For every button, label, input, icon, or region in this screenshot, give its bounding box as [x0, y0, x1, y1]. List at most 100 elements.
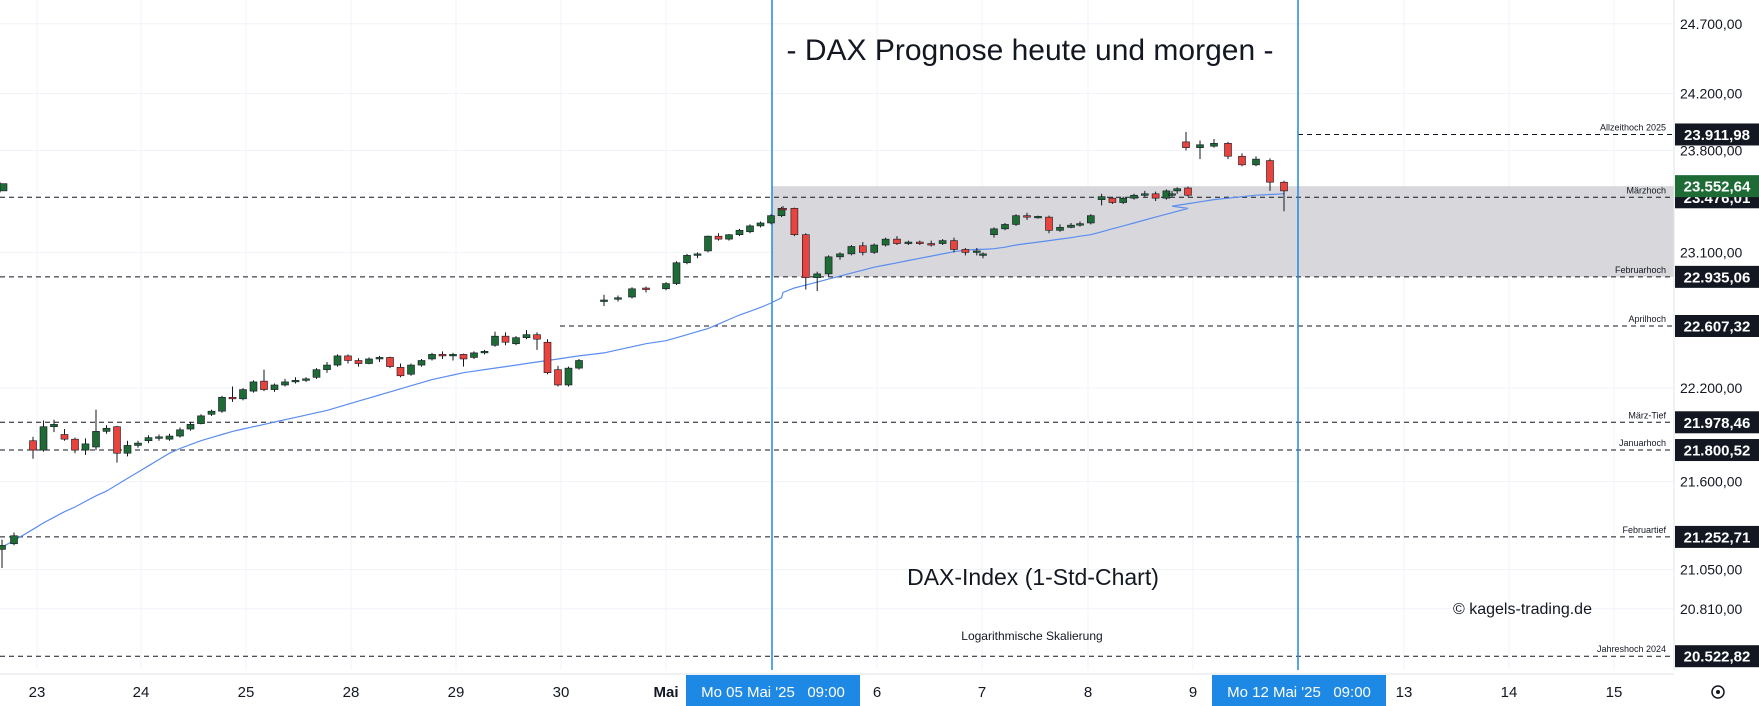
candle-body [197, 415, 205, 424]
candle [704, 235, 712, 253]
candle [813, 271, 822, 292]
time-tick-label: 15 [1606, 684, 1623, 701]
level-name: Januarhoch [1619, 438, 1666, 448]
candle-body [501, 335, 510, 343]
chart-title: - DAX Prognose heute und morgen - [787, 34, 1274, 67]
candle [134, 440, 142, 448]
candle-body [29, 440, 37, 451]
price-tick-label: 20.810,00 [1680, 601, 1742, 617]
time-axis[interactable]: 23 24 25 28 29 30 Mai 6 7 8 9 13 14 15 Mo 05 Mai '25 0… [29, 675, 1623, 706]
candle [312, 368, 321, 379]
candle [281, 378, 289, 387]
price-label-badge: 21.800,52 [1675, 439, 1759, 462]
candle [1076, 221, 1084, 227]
candle-body [858, 245, 867, 253]
candle [779, 206, 787, 211]
candle [1141, 190, 1149, 197]
candle-body [735, 230, 744, 236]
candle [904, 240, 913, 246]
time-tick-label: 13 [1396, 684, 1413, 701]
candle [270, 383, 279, 392]
candle-body [522, 334, 531, 338]
candle-body [927, 243, 936, 246]
candle-body [0, 183, 8, 192]
price-axis[interactable]: 24.700,00 24.200,00 23.800,00 23.100,00 22.2… [1680, 16, 1742, 617]
candle-body [176, 429, 184, 437]
candle [249, 380, 258, 393]
candle [628, 287, 636, 299]
candle-body [725, 234, 733, 240]
candle-body [228, 396, 237, 400]
candle-body [1151, 193, 1160, 199]
price-label-value: 20.522,82 [1684, 649, 1751, 666]
candle [480, 349, 489, 355]
time-tick-label: 24 [133, 684, 150, 701]
candles [0, 131, 1288, 568]
candle [642, 286, 650, 293]
candle-body [543, 341, 552, 374]
price-label-bg [1675, 175, 1759, 198]
candle [915, 240, 924, 246]
time-tick-label: Mai [653, 684, 678, 701]
candle-body [801, 234, 810, 278]
candle-body [281, 381, 289, 386]
candle [836, 252, 844, 260]
price-label-value: 22.607,32 [1684, 318, 1751, 335]
candle [155, 434, 163, 441]
candle [323, 362, 331, 373]
candle-body [207, 410, 216, 415]
candle-body [386, 357, 394, 367]
candle-body [1045, 216, 1053, 231]
price-label-badge: 20.522,82 [1675, 645, 1759, 668]
level-name: Februarhoch [1615, 265, 1666, 275]
level-name: Februartief [1622, 525, 1666, 535]
candle [186, 422, 195, 431]
price-tick-label: 24.200,00 [1680, 86, 1742, 102]
candle [375, 355, 384, 363]
candle [961, 247, 970, 256]
candle-body [1034, 216, 1042, 219]
time-highlight-label: Mo 05 Mai '25 09:00 [701, 684, 845, 701]
candle [102, 425, 111, 434]
candle-body [904, 241, 913, 244]
candle-body [260, 380, 268, 390]
candle [614, 295, 622, 302]
candle [176, 427, 184, 438]
candle [365, 357, 373, 365]
candle [1056, 224, 1064, 232]
candle [881, 237, 890, 247]
candle [438, 351, 447, 359]
candle [228, 386, 237, 402]
candle-body [0, 545, 6, 550]
candle [512, 336, 520, 346]
candle-body [1012, 215, 1020, 225]
candle-body [302, 378, 310, 381]
level-name: Aprilhoch [1628, 314, 1666, 324]
candle-body [683, 255, 691, 264]
candle [0, 539, 6, 568]
candle-body [438, 354, 447, 357]
time-tick-label: 30 [553, 684, 570, 701]
candle [0, 182, 8, 193]
price-label-bg [1675, 265, 1759, 288]
candle-body [1108, 197, 1117, 203]
candle [260, 369, 268, 392]
settings-icon[interactable] [1711, 685, 1725, 699]
candle-body [470, 352, 478, 358]
candle-body [354, 360, 363, 364]
candle-body [961, 249, 970, 253]
candle-body [714, 235, 723, 240]
candle-body [1238, 155, 1246, 166]
candle [533, 332, 541, 350]
candle-body [575, 360, 583, 369]
candle-body [979, 253, 987, 256]
candle [693, 252, 702, 259]
candle [1045, 215, 1053, 234]
price-tick-label: 22.200,00 [1680, 380, 1742, 396]
candle-body [113, 426, 121, 454]
candle [1196, 140, 1204, 160]
candle-body [155, 436, 163, 439]
candle [1087, 214, 1095, 225]
candle [554, 365, 562, 387]
candle-body [218, 396, 226, 412]
